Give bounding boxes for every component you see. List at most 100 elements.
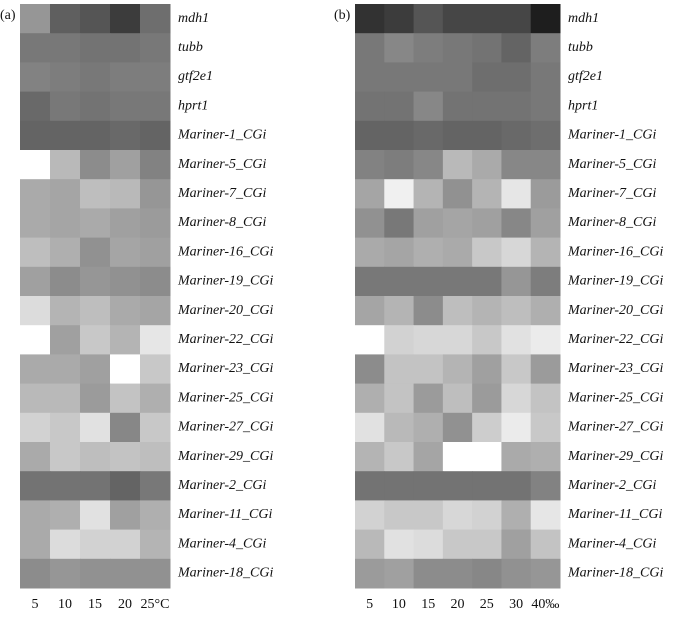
heatmap-cell bbox=[442, 150, 473, 180]
heatmap-cell bbox=[384, 208, 415, 239]
column-label: 30 bbox=[509, 597, 523, 612]
heatmap-cell bbox=[140, 179, 171, 209]
heatmap-cell bbox=[501, 442, 532, 472]
heatmap-cell bbox=[413, 91, 444, 122]
heatmap-cell bbox=[442, 266, 473, 297]
row-label: Mariner-8_CGi bbox=[177, 215, 266, 230]
heatmap-cell bbox=[384, 237, 415, 268]
row-label: Mariner-27_CGi bbox=[567, 420, 663, 435]
heatmap-cell bbox=[110, 325, 141, 355]
heatmap-cell bbox=[110, 150, 141, 180]
row-label: Mariner-25_CGi bbox=[177, 390, 273, 405]
heatmap-cell bbox=[442, 558, 473, 589]
heatmap-cell bbox=[80, 91, 111, 122]
heatmap-cell bbox=[50, 442, 81, 472]
heatmap-cell bbox=[80, 471, 111, 501]
heatmap-cell bbox=[501, 237, 532, 268]
heatmap-cell bbox=[530, 471, 561, 501]
row-label: mdh1 bbox=[178, 11, 209, 26]
heatmap-cell bbox=[530, 62, 561, 93]
heatmap-cell bbox=[442, 354, 473, 385]
heatmap-cell bbox=[50, 208, 81, 239]
heatmap-cell bbox=[355, 150, 385, 180]
row-label: Mariner-29_CGi bbox=[177, 449, 273, 464]
row-label: Mariner-18_CGi bbox=[177, 566, 273, 581]
heatmap-cell bbox=[20, 237, 51, 268]
heatmap-cell bbox=[472, 266, 502, 297]
row-label: Mariner-22_CGi bbox=[567, 332, 663, 347]
heatmap-cell bbox=[110, 412, 141, 443]
heatmap-cell bbox=[501, 354, 532, 385]
heatmap-cell bbox=[355, 471, 385, 501]
heatmap-cell bbox=[442, 237, 473, 268]
heatmap-cell bbox=[80, 33, 111, 63]
heatmap-cell bbox=[501, 529, 532, 560]
heatmap-cell bbox=[355, 412, 385, 443]
heatmap-cell bbox=[501, 208, 532, 239]
heatmap-cell bbox=[413, 471, 444, 501]
heatmap-cell bbox=[413, 150, 444, 180]
heatmap-cell bbox=[80, 62, 111, 93]
row-label: gtf2e1 bbox=[178, 69, 213, 84]
heatmap-cell bbox=[384, 33, 415, 63]
heatmap-cell bbox=[50, 33, 81, 63]
row-label: Mariner-2_CGi bbox=[177, 478, 266, 493]
heatmap-cell bbox=[80, 237, 111, 268]
heatmap-cell bbox=[501, 4, 532, 34]
heatmap-cell bbox=[442, 296, 473, 326]
heatmap-cell bbox=[20, 500, 51, 531]
heatmap-cell bbox=[20, 529, 51, 560]
heatmap-cell bbox=[472, 325, 502, 355]
heatmap-cell bbox=[413, 296, 444, 326]
row-label: Mariner-4_CGi bbox=[567, 536, 656, 551]
heatmap-cell bbox=[501, 62, 532, 93]
heatmap-cell bbox=[20, 471, 51, 501]
heatmap-cell bbox=[530, 325, 561, 355]
heatmap-cell bbox=[50, 325, 81, 355]
heatmap-cell bbox=[140, 296, 171, 326]
row-label: Mariner-19_CGi bbox=[567, 274, 663, 289]
heatmap-cell bbox=[442, 325, 473, 355]
heatmap-cell bbox=[530, 150, 561, 180]
heatmap-cell bbox=[472, 442, 502, 472]
heatmap-cell bbox=[384, 150, 415, 180]
heatmap-cell bbox=[140, 529, 171, 560]
heatmap-cell bbox=[355, 208, 385, 239]
heatmap-cell bbox=[384, 383, 415, 414]
heatmap-cell bbox=[530, 500, 561, 531]
heatmap-cell bbox=[20, 33, 51, 63]
heatmap-cell bbox=[355, 33, 385, 63]
heatmap-cell bbox=[530, 33, 561, 63]
heatmap-cell bbox=[110, 91, 141, 122]
heatmap-cell bbox=[413, 33, 444, 63]
heatmap-cell bbox=[20, 383, 51, 414]
heatmap-cell bbox=[413, 120, 444, 151]
heatmap-cell bbox=[413, 266, 444, 297]
panel-label: (a) bbox=[0, 8, 16, 23]
row-label: mdh1 bbox=[568, 11, 599, 26]
heatmap-cell bbox=[442, 442, 473, 472]
heatmap-cell bbox=[80, 442, 111, 472]
row-label: Mariner-16_CGi bbox=[567, 244, 663, 259]
heatmap-cell bbox=[472, 120, 502, 151]
heatmap-cell bbox=[530, 91, 561, 122]
heatmap-cell bbox=[140, 412, 171, 443]
heatmap-cell bbox=[355, 237, 385, 268]
heatmap-cell bbox=[530, 442, 561, 472]
heatmap-cell bbox=[384, 529, 415, 560]
heatmap-cell bbox=[80, 354, 111, 385]
column-label: 10 bbox=[392, 597, 406, 612]
heatmap-cell bbox=[140, 62, 171, 93]
heatmap-cell bbox=[384, 412, 415, 443]
heatmap-cell bbox=[530, 266, 561, 297]
heatmap-cell bbox=[140, 208, 171, 239]
heatmap-cell bbox=[384, 120, 415, 151]
column-label: 15 bbox=[88, 597, 102, 612]
row-label: Mariner-2_CGi bbox=[567, 478, 656, 493]
heatmap-cell bbox=[80, 412, 111, 443]
heatmap-cell bbox=[110, 500, 141, 531]
column-label: 25 bbox=[480, 597, 494, 612]
heatmap-cell bbox=[110, 237, 141, 268]
heatmap-cell bbox=[140, 442, 171, 472]
